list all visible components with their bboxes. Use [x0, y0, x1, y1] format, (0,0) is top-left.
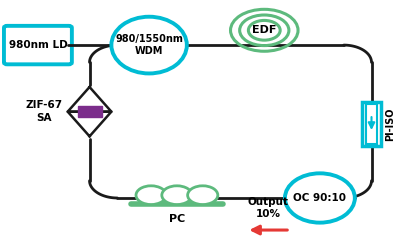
- Polygon shape: [68, 87, 111, 112]
- Ellipse shape: [162, 186, 192, 205]
- Text: 980/1550nm
WDM: 980/1550nm WDM: [115, 34, 183, 56]
- Ellipse shape: [111, 17, 187, 73]
- Text: EDF: EDF: [252, 25, 276, 35]
- Ellipse shape: [136, 186, 166, 205]
- Bar: [366, 104, 378, 144]
- Ellipse shape: [285, 173, 355, 223]
- Text: PC: PC: [169, 214, 185, 224]
- Polygon shape: [68, 112, 111, 136]
- Text: 980nm LD: 980nm LD: [8, 40, 67, 50]
- Text: Output
10%: Output 10%: [248, 197, 289, 219]
- Text: OC 90:10: OC 90:10: [293, 193, 346, 203]
- Polygon shape: [78, 106, 102, 117]
- Ellipse shape: [188, 186, 218, 205]
- FancyBboxPatch shape: [4, 26, 72, 64]
- Text: PI-ISO: PI-ISO: [386, 107, 396, 141]
- Bar: [362, 102, 381, 146]
- Text: ZIF-67
SA: ZIF-67 SA: [25, 100, 62, 123]
